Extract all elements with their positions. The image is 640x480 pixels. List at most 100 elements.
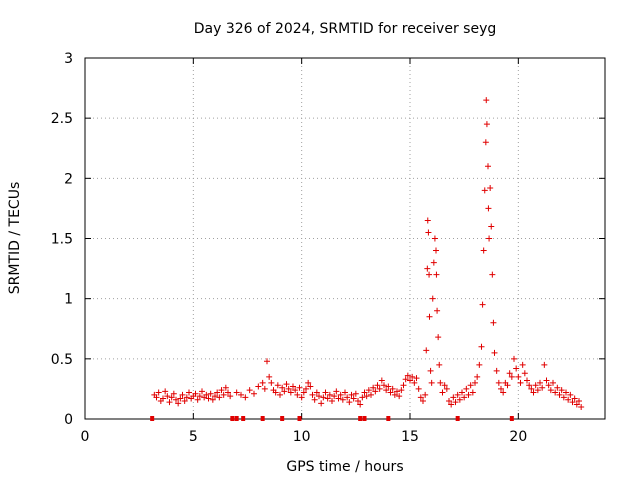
data-point — [355, 397, 361, 404]
data-point — [300, 389, 307, 396]
data-point — [556, 391, 563, 398]
data-point — [515, 373, 522, 380]
data-point — [526, 382, 533, 389]
data-point — [370, 384, 377, 391]
x-axis-label: GPS time / hours — [286, 459, 403, 475]
data-point — [290, 383, 296, 390]
data-point — [164, 393, 171, 400]
data-point — [394, 388, 400, 395]
data-point — [307, 383, 314, 390]
data-point — [429, 295, 436, 302]
data-point — [547, 387, 554, 394]
y-tick-label: 0 — [64, 412, 73, 428]
data-point — [541, 361, 548, 368]
data-point — [376, 385, 383, 392]
data-point — [287, 389, 294, 396]
data-point — [485, 163, 491, 170]
data-point — [333, 388, 340, 395]
data-point — [424, 217, 431, 224]
data-point — [294, 391, 301, 398]
data-point — [400, 382, 407, 389]
data-point — [233, 389, 240, 396]
data-point — [292, 387, 299, 394]
baseline-marker — [297, 416, 302, 421]
data-point — [220, 391, 227, 398]
data-point — [272, 389, 279, 396]
data-point — [441, 382, 448, 389]
data-point — [313, 389, 320, 396]
data-point — [296, 384, 303, 391]
data-point — [426, 313, 433, 320]
data-point — [318, 400, 325, 407]
data-point — [467, 382, 474, 389]
data-point — [305, 379, 312, 386]
data-point — [569, 399, 576, 406]
data-point — [450, 394, 457, 401]
data-point — [398, 387, 405, 394]
data-point — [279, 384, 286, 391]
data-point — [434, 307, 441, 314]
data-point — [160, 395, 166, 402]
baseline-marker — [230, 416, 235, 421]
data-point — [417, 394, 424, 401]
baseline-marker — [260, 416, 265, 421]
data-point — [482, 139, 489, 146]
y-tick-label: 1 — [64, 292, 73, 308]
data-point — [255, 383, 262, 390]
data-point — [430, 259, 437, 266]
data-point — [153, 394, 160, 401]
data-point — [491, 349, 498, 356]
data-point — [298, 394, 305, 401]
data-point — [389, 385, 396, 392]
y-tick-label: 0.5 — [51, 352, 73, 368]
data-point — [521, 370, 528, 377]
data-point — [222, 384, 229, 391]
data-point — [439, 389, 446, 396]
data-point — [372, 388, 379, 395]
data-point — [443, 385, 450, 392]
data-point — [463, 385, 470, 392]
x-tick-label: 0 — [81, 429, 90, 445]
data-point — [537, 379, 543, 386]
x-tick-label: 10 — [293, 429, 311, 445]
data-point — [487, 184, 494, 191]
data-point — [170, 390, 177, 397]
data-point — [311, 396, 318, 403]
data-point — [411, 379, 418, 386]
data-point — [513, 365, 520, 372]
data-point — [194, 396, 201, 403]
data-point — [532, 382, 539, 389]
data-point — [423, 347, 430, 354]
data-point — [413, 375, 420, 382]
data-point — [177, 395, 184, 402]
data-point — [524, 377, 530, 384]
data-point — [173, 396, 179, 403]
data-point — [488, 223, 495, 230]
y-axis-label: SRMTID / TECUs — [7, 182, 23, 295]
x-axis: 0 5 10 15 20 — [81, 58, 527, 445]
data-point — [480, 247, 487, 254]
data-point — [331, 393, 338, 400]
data-point — [246, 387, 253, 394]
data-point — [428, 379, 435, 386]
data-point — [427, 367, 434, 374]
data-point — [203, 391, 210, 398]
data-point — [342, 389, 348, 396]
data-point — [550, 379, 556, 386]
data-point — [277, 391, 283, 398]
baseline-marker — [362, 416, 367, 421]
data-point — [309, 391, 316, 398]
grid-lines — [85, 58, 605, 419]
data-point — [485, 205, 492, 212]
data-point — [420, 397, 426, 404]
data-point — [483, 121, 490, 128]
data-point — [472, 379, 478, 386]
data-point — [385, 383, 392, 390]
data-point — [426, 271, 433, 278]
data-point — [183, 394, 190, 401]
data-point — [436, 361, 443, 368]
baseline-marker — [358, 416, 363, 421]
data-point — [391, 391, 398, 398]
data-point — [320, 394, 327, 401]
